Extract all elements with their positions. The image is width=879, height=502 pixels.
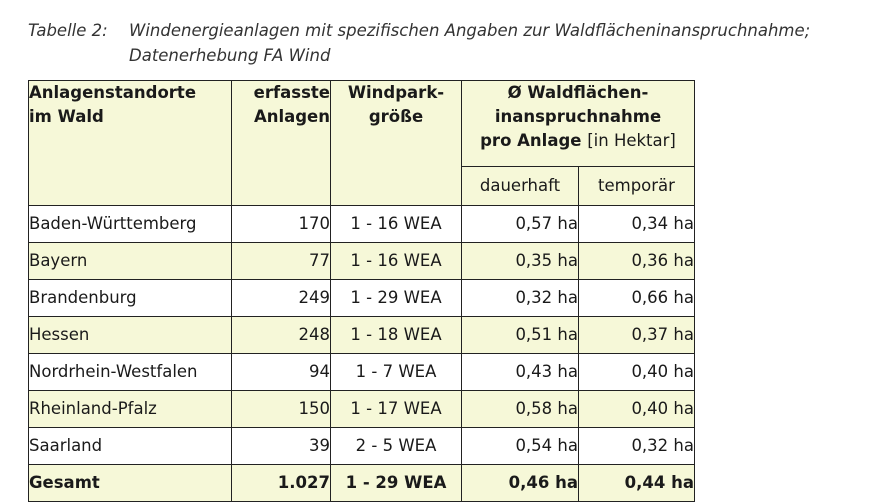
- header-anlagen-line1: erfasste: [253, 83, 330, 102]
- cell-temporaer: 0,36 ha: [578, 242, 695, 280]
- header-standorte-line1: Anlagenstandorte: [29, 83, 197, 102]
- header-windpark-line2: größe: [368, 107, 424, 126]
- header-standorte-line2: im Wald: [29, 107, 104, 126]
- total-anlagen: 1.027: [231, 464, 331, 502]
- total-temporaer: 0,44 ha: [578, 464, 695, 502]
- header-windpark: Windpark- größe: [330, 80, 462, 206]
- cell-windpark: 1 - 29 WEA: [330, 279, 462, 317]
- header-waldflaeche-group: Ø Waldflächen- inanspruchnahme pro Anlag…: [461, 80, 695, 167]
- cell-anlagen: 248: [231, 316, 331, 354]
- table-row: Hessen 248 1 - 18 WEA 0,51 ha 0,37 ha: [28, 316, 695, 354]
- caption-line-2: Datenerhebung FA Wind: [129, 46, 331, 65]
- cell-windpark: 2 - 5 WEA: [330, 427, 462, 465]
- cell-anlagen: 39: [231, 427, 331, 465]
- cell-dauerhaft: 0,35 ha: [461, 242, 579, 280]
- table-row: Brandenburg 249 1 - 29 WEA 0,32 ha 0,66 …: [28, 279, 695, 317]
- cell-anlagen: 77: [231, 242, 331, 280]
- cell-dauerhaft: 0,32 ha: [461, 279, 579, 317]
- cell-dauerhaft: 0,54 ha: [461, 427, 579, 465]
- header-group-line2: inanspruchnahme: [494, 107, 662, 126]
- cell-windpark: 1 - 18 WEA: [330, 316, 462, 354]
- cell-anlagen: 150: [231, 390, 331, 428]
- table-row: Rheinland-Pfalz 150 1 - 17 WEA 0,58 ha 0…: [28, 390, 695, 428]
- total-dauerhaft: 0,46 ha: [461, 464, 579, 502]
- header-group-line3: pro Anlage: [480, 131, 582, 150]
- cell-anlagen: 94: [231, 353, 331, 391]
- header-standorte: Anlagenstandorte im Wald: [28, 80, 232, 206]
- header-anlagen-line2: Anlagen: [253, 107, 330, 126]
- caption-text: Windenergieanlagen mit spezifischen Anga…: [129, 18, 868, 68]
- table-row: Baden-Württemberg 170 1 - 16 WEA 0,57 ha…: [28, 205, 695, 243]
- cell-anlagen: 170: [231, 205, 331, 243]
- header-group-line1: Ø Waldflächen-: [507, 83, 649, 102]
- table-row: Nordrhein-Westfalen 94 1 - 7 WEA 0,43 ha…: [28, 353, 695, 391]
- cell-temporaer: 0,34 ha: [578, 205, 695, 243]
- cell-temporaer: 0,40 ha: [578, 390, 695, 428]
- header-group-unit: [in Hektar]: [587, 131, 676, 150]
- cell-standort: Bayern: [28, 242, 232, 280]
- cell-windpark: 1 - 16 WEA: [330, 242, 462, 280]
- cell-dauerhaft: 0,58 ha: [461, 390, 579, 428]
- cell-temporaer: 0,37 ha: [578, 316, 695, 354]
- caption-line-1: Windenergieanlagen mit spezifischen Anga…: [129, 21, 811, 40]
- cell-standort: Saarland: [28, 427, 232, 465]
- cell-windpark: 1 - 16 WEA: [330, 205, 462, 243]
- cell-anlagen: 249: [231, 279, 331, 317]
- cell-dauerhaft: 0,51 ha: [461, 316, 579, 354]
- cell-temporaer: 0,32 ha: [578, 427, 695, 465]
- table-caption: Tabelle 2: Windenergieanlagen mit spezif…: [28, 18, 868, 68]
- table-total-row: Gesamt 1.027 1 - 29 WEA 0,46 ha 0,44 ha: [28, 464, 695, 502]
- header-windpark-line1: Windpark-: [347, 83, 445, 102]
- cell-dauerhaft: 0,57 ha: [461, 205, 579, 243]
- cell-standort: Brandenburg: [28, 279, 232, 317]
- cell-dauerhaft: 0,43 ha: [461, 353, 579, 391]
- header-temporaer: temporär: [578, 166, 695, 206]
- cell-windpark: 1 - 17 WEA: [330, 390, 462, 428]
- cell-windpark: 1 - 7 WEA: [330, 353, 462, 391]
- caption-label: Tabelle 2:: [28, 21, 108, 40]
- table-row: Bayern 77 1 - 16 WEA 0,35 ha 0,36 ha: [28, 242, 695, 280]
- wind-energy-table: Anlagenstandorte im Wald erfasste Anlage…: [28, 80, 695, 502]
- total-standort: Gesamt: [28, 464, 232, 502]
- cell-standort: Rheinland-Pfalz: [28, 390, 232, 428]
- table-row: Saarland 39 2 - 5 WEA 0,54 ha 0,32 ha: [28, 427, 695, 465]
- header-dauerhaft: dauerhaft: [461, 166, 579, 206]
- cell-standort: Baden-Württemberg: [28, 205, 232, 243]
- header-anlagen: erfasste Anlagen: [231, 80, 331, 206]
- cell-temporaer: 0,40 ha: [578, 353, 695, 391]
- cell-temporaer: 0,66 ha: [578, 279, 695, 317]
- cell-standort: Hessen: [28, 316, 232, 354]
- cell-standort: Nordrhein-Westfalen: [28, 353, 232, 391]
- total-windpark: 1 - 29 WEA: [330, 464, 462, 502]
